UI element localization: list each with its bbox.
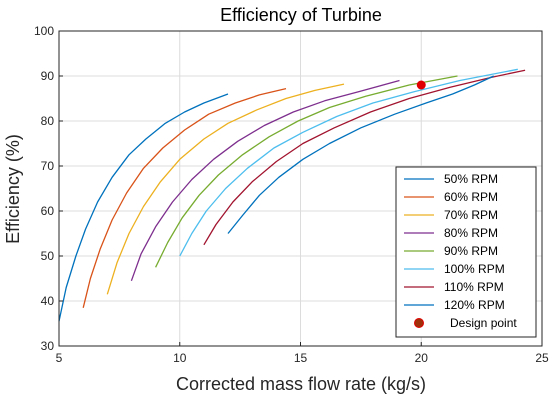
series-line-5 xyxy=(155,75,458,268)
legend-label: 70% RPM xyxy=(444,208,498,222)
series-line-2 xyxy=(82,87,287,308)
x-axis-title: Corrected mass flow rate (kg/s) xyxy=(176,374,426,394)
legend-label: 110% RPM xyxy=(444,280,504,294)
series-line-3 xyxy=(106,83,345,295)
y-tick-label: 50 xyxy=(41,249,55,263)
legend-label: 80% RPM xyxy=(444,226,498,240)
y-tick-label: 40 xyxy=(41,294,55,308)
x-tick-label: 15 xyxy=(294,351,308,365)
legend-label-design-point: Design point xyxy=(450,316,517,330)
legend-label: 60% RPM xyxy=(444,190,498,204)
legend-label: 100% RPM xyxy=(444,262,505,276)
legend-box xyxy=(395,166,537,338)
series-line-7 xyxy=(203,69,526,246)
y-tick-label: 90 xyxy=(41,69,55,83)
x-tick-label: 5 xyxy=(56,351,63,365)
series-lines xyxy=(58,68,526,322)
axis-ticks: 5 10 15 20 25 30 40 50 60 70 80 90 100 xyxy=(34,24,549,365)
legend-label: 50% RPM xyxy=(444,172,498,186)
x-tick-label: 10 xyxy=(173,351,187,365)
legend-label: 120% RPM xyxy=(444,298,505,312)
legend: 50% RPM 60% RPM 70% RPM 80% RPM 90% RPM 100% … xyxy=(395,166,537,338)
y-tick-label: 80 xyxy=(41,114,55,128)
series-line-6 xyxy=(179,68,518,257)
design-point-marker xyxy=(416,80,426,90)
y-tick-label: 70 xyxy=(41,159,55,173)
y-tick-label: 100 xyxy=(34,24,54,38)
chart-title: Efficiency of Turbine xyxy=(220,5,382,25)
legend-design-point-marker xyxy=(414,318,424,328)
x-tick-label: 25 xyxy=(535,351,549,365)
legend-label: 90% RPM xyxy=(444,244,498,258)
design-point-layer xyxy=(416,80,426,90)
y-tick-label: 60 xyxy=(41,204,55,218)
series-line-4 xyxy=(130,79,400,282)
x-tick-label: 20 xyxy=(415,351,429,365)
y-tick-label: 30 xyxy=(41,339,55,353)
series-line-1 xyxy=(58,93,229,322)
series-line-8 xyxy=(227,75,494,234)
y-axis-title: Efficiency (%) xyxy=(3,134,23,244)
